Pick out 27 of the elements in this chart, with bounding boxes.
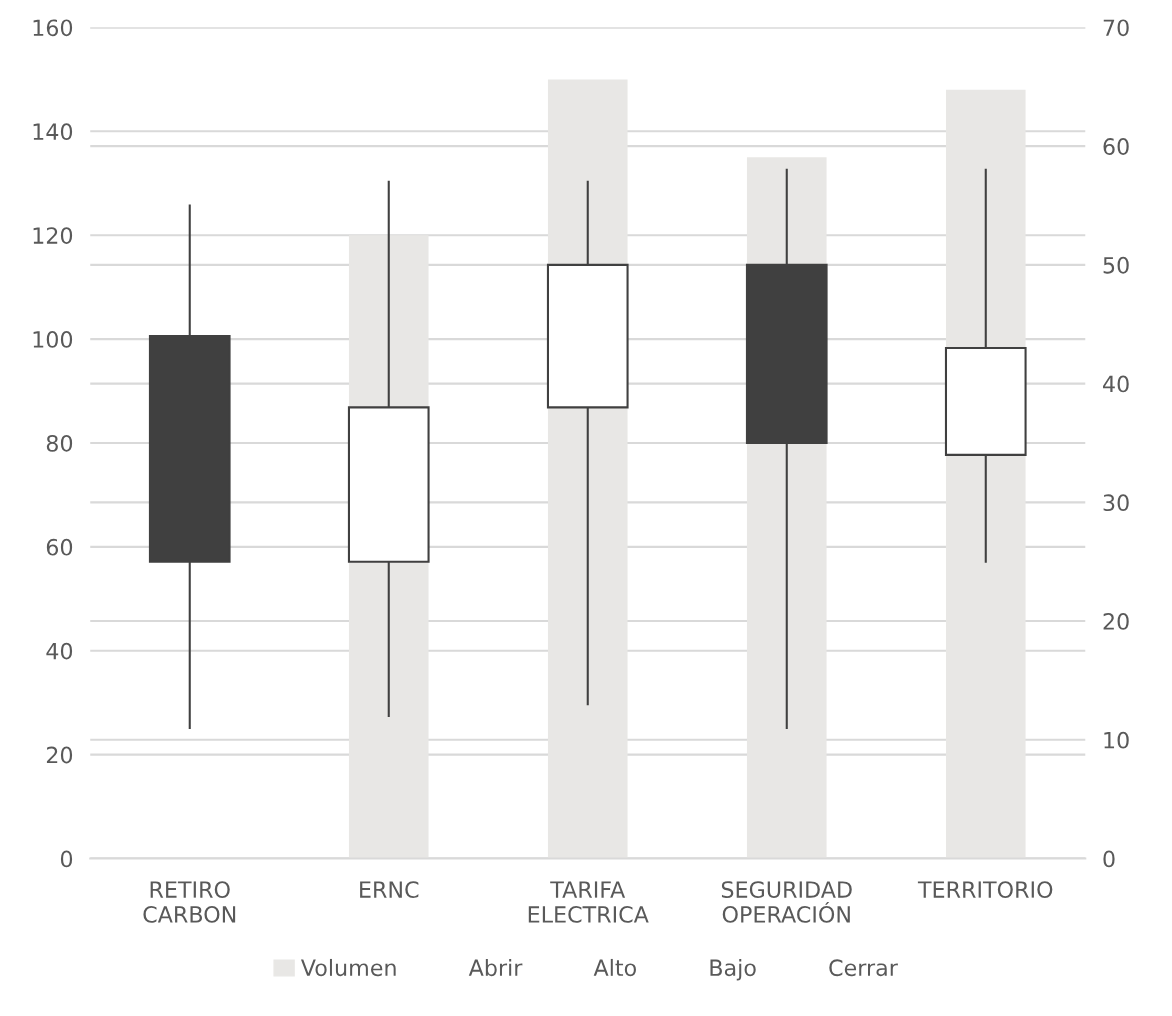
y2-tick-label: 70	[1103, 19, 1129, 37]
x-tick-label: SEGURIDAD OPERACIÓN	[721, 881, 852, 923]
y-tick-label: 140	[33, 123, 73, 141]
text: Cerrar	[829, 959, 898, 977]
x-tick-label: RETIRO CARBON	[143, 881, 236, 923]
x-tick-label: TERRITORIO	[917, 881, 1053, 898]
y-tick-label: 100	[33, 331, 73, 348]
y-tick-label: 20	[46, 746, 73, 764]
y-tick-label: 60	[46, 538, 73, 556]
y2-tick-label: 30	[1103, 494, 1129, 512]
y-tick-label: 80	[46, 434, 73, 452]
y2-tick-label: 0	[1103, 850, 1115, 868]
y2-tick-label: 60	[1103, 138, 1129, 155]
text: Bajo	[710, 958, 756, 981]
y2-tick-label: 50	[1103, 256, 1129, 274]
x-tick-label: TARIFA ELECTRICA	[528, 881, 649, 923]
y-tick-label: 40	[46, 642, 73, 660]
y-tick-label: 160	[33, 19, 73, 37]
y2-tick-label: 20	[1103, 613, 1129, 630]
y2-tick-label: 40	[1103, 375, 1129, 393]
y-tick-label: 120	[33, 227, 73, 244]
y-tick-label: 0	[60, 850, 73, 868]
y2-tick-label: 10	[1104, 731, 1129, 749]
x-tick-label: ERNC	[360, 881, 419, 898]
text: Alto	[593, 958, 636, 977]
text: Abrir	[468, 958, 523, 977]
legend-label: Volumen	[300, 958, 396, 977]
